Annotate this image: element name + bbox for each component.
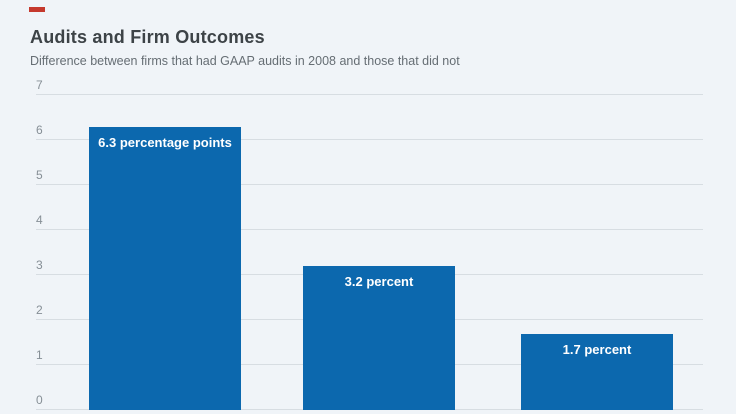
y-axis-tick-label: 1 [36,348,43,362]
gridline [36,229,703,230]
y-axis-tick-label: 4 [36,213,43,227]
chart-subtitle: Difference between firms that had GAAP a… [30,54,460,68]
bar: 6.3 percentage points [89,126,241,410]
y-axis-tick-label: 7 [36,78,43,92]
bar-chart-plot-area: 0 1 2 3 4 5 6 7 6.3 percentage points 3.2 percent… [36,78,703,410]
chart-title: Audits and Firm Outcomes [30,27,265,47]
bar-value-label: 1.7 percent [562,341,632,357]
gridline [36,139,703,140]
y-axis-tick-label: 3 [36,258,43,272]
y-axis-tick-label: 2 [36,303,43,317]
accent-dash [29,7,45,12]
bar-value-label: 3.2 percent [344,274,414,289]
y-axis-tick-label: 0 [36,393,43,407]
y-axis-tick-label: 6 [36,123,43,137]
bar: 3.2 percent [303,266,455,410]
bar-value-label: 6.3 percentage points [98,134,232,150]
gridline [36,184,703,185]
bar: 1.7 percent [521,333,673,410]
gridline [36,94,703,95]
y-axis-tick-label: 5 [36,168,43,182]
